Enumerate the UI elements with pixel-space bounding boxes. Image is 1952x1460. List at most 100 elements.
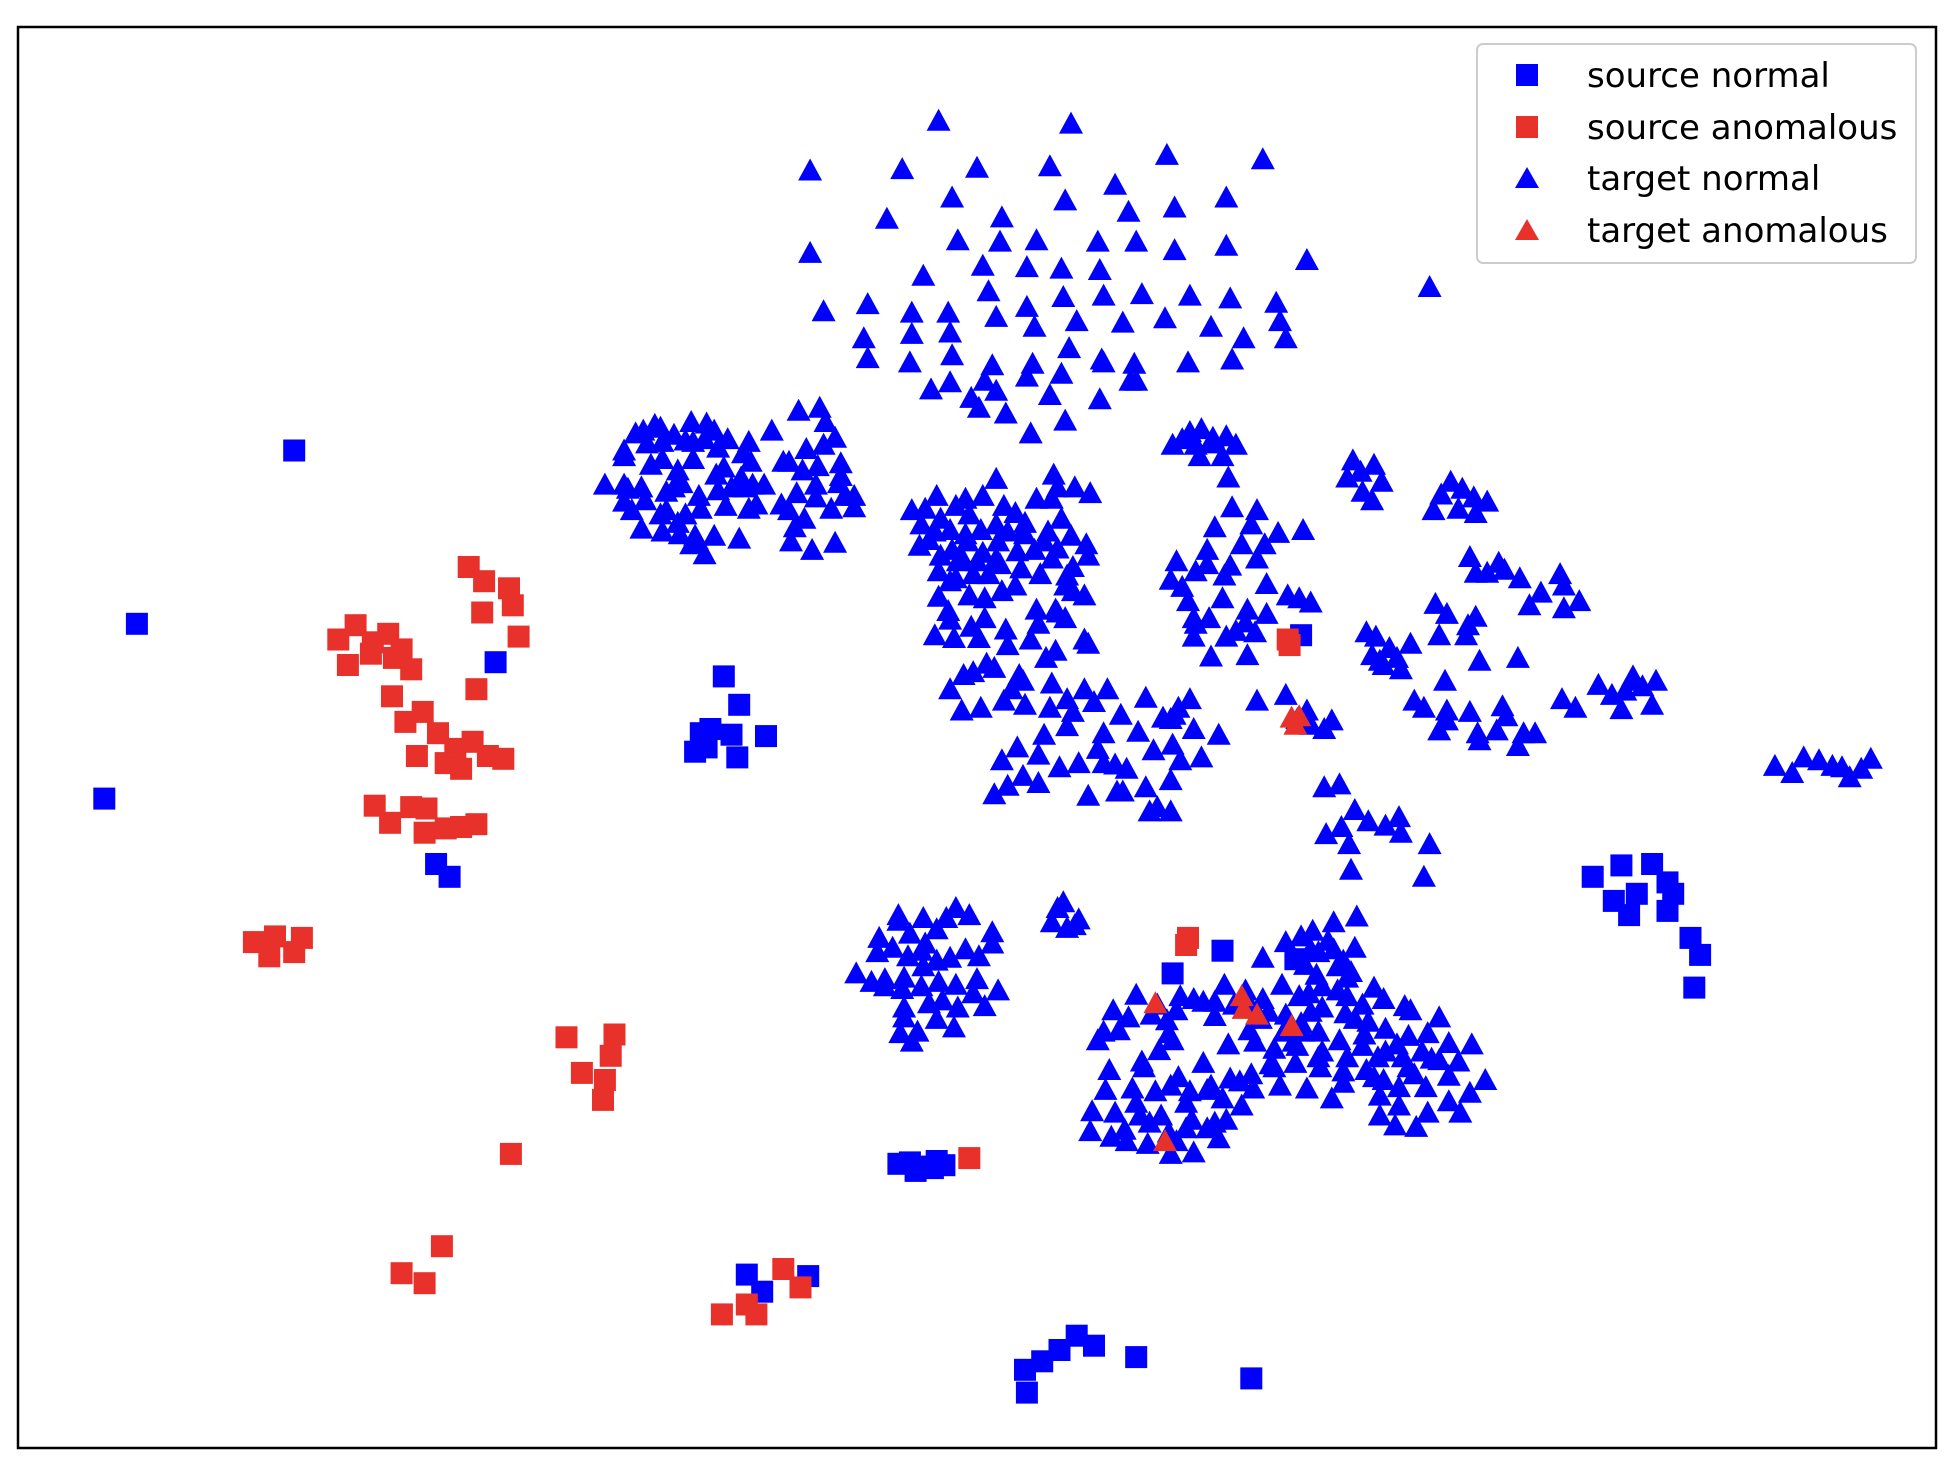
target-normal-point-626 <box>1229 1093 1254 1116</box>
target-normal-point-60 <box>1057 336 1082 359</box>
target-normal-point-477 <box>966 944 991 967</box>
target-normal-point-441 <box>1505 734 1530 756</box>
target-normal-point-402 <box>1837 765 1862 788</box>
target-normal-point-329 <box>1429 482 1454 505</box>
target-normal-point-347 <box>1210 586 1235 609</box>
target-normal-point-273 <box>899 498 924 521</box>
target-normal-point-339 <box>1195 537 1220 560</box>
target-anomalous-point-6 <box>1245 1002 1269 1025</box>
target-normal-point-158 <box>1003 573 1028 596</box>
target-normal-point-593 <box>1147 1038 1172 1061</box>
target-normal-point-116 <box>823 425 848 448</box>
target-normal-point-500 <box>899 1029 924 1052</box>
target-normal-point-7 <box>1154 142 1179 165</box>
target-normal-point-505 <box>886 903 911 926</box>
target-normal-point-146 <box>1039 486 1064 509</box>
target-normal-point-443 <box>1164 549 1189 572</box>
target-normal-point-475 <box>938 945 963 968</box>
target-normal-point-612 <box>1404 1114 1429 1137</box>
source-anomalous-point-17 <box>394 710 417 733</box>
source-normal-point-29 <box>1083 1334 1105 1357</box>
target-normal-point-10 <box>940 185 965 208</box>
target-normal-point-513 <box>1342 935 1367 958</box>
target-normal-point-623 <box>1294 1076 1319 1099</box>
target-normal-point-301 <box>1036 519 1060 542</box>
source-anomalous-point-53 <box>710 1303 733 1326</box>
target-normal-point-432 <box>1427 718 1452 741</box>
target-normal-point-448 <box>1181 606 1206 629</box>
target-normal-point-152 <box>1039 546 1064 569</box>
target-normal-point-219 <box>1076 783 1101 806</box>
target-normal-point-399 <box>1644 668 1668 691</box>
target-normal-point-183 <box>974 651 999 674</box>
source-anomalous-point-16 <box>381 685 403 708</box>
target-normal-point-325 <box>1360 488 1385 511</box>
target-normal-point-154 <box>1076 543 1101 566</box>
target-normal-point-456 <box>1177 687 1202 710</box>
source-anomalous-point-51 <box>789 1276 812 1299</box>
target-normal-point-292 <box>926 584 951 607</box>
target-normal-point-377 <box>1551 573 1576 596</box>
target-normal-point-167 <box>922 623 947 646</box>
target-normal-point-155 <box>957 583 982 606</box>
source-normal-point-27 <box>1048 1339 1071 1361</box>
target-normal-point-250 <box>719 475 744 498</box>
target-normal-point-239 <box>715 427 740 450</box>
target-normal-point-300 <box>1072 583 1097 606</box>
target-normal-point-344 <box>1291 518 1316 540</box>
source-normal-point-26 <box>1031 1350 1054 1373</box>
target-normal-point-217 <box>995 773 1020 796</box>
target-normal-point-9 <box>874 206 899 229</box>
target-normal-point-277 <box>945 549 970 572</box>
target-normal-point-464 <box>897 921 922 944</box>
source-normal-point-33 <box>1161 962 1184 985</box>
target-normal-point-497 <box>872 974 897 997</box>
source-anomalous-point-1 <box>473 570 496 593</box>
target-normal-point-274 <box>909 512 934 535</box>
source-anomalous-point-38 <box>258 945 281 968</box>
source-anomalous-point-27 <box>363 794 386 817</box>
target-normal-point-440 <box>1523 721 1548 744</box>
target-normal-point-324 <box>1340 448 1365 471</box>
source-normal-point-20 <box>904 1159 927 1182</box>
target-normal-point-215 <box>1133 775 1158 798</box>
target-normal-point-124 <box>819 496 844 519</box>
target-normal-point-580 <box>1206 1126 1231 1149</box>
target-normal-point-616 <box>1457 1080 1482 1103</box>
target-normal-point-222 <box>1206 722 1231 745</box>
source-anomalous-point-26 <box>492 747 515 770</box>
target-normal-point-3 <box>890 157 915 180</box>
source-normal-point-3 <box>484 651 507 674</box>
source-normal-point-12 <box>695 736 718 759</box>
source-normal-point-7 <box>728 693 751 716</box>
target-normal-point-506 <box>892 1005 917 1028</box>
source-normal-point-25 <box>1014 1358 1036 1381</box>
target-normal-point-271 <box>592 472 617 495</box>
target-normal-point-319 <box>1348 459 1373 482</box>
target-normal-point-256 <box>828 464 853 486</box>
target-normal-point-641 <box>1085 1028 1110 1051</box>
target-normal-point-23 <box>970 253 995 276</box>
target-normal-point-411 <box>1298 712 1323 735</box>
target-normal-point-13 <box>1116 199 1141 222</box>
target-normal-point-110 <box>702 523 727 546</box>
target-normal-point-461 <box>1039 910 1064 933</box>
target-normal-point-22 <box>911 263 936 286</box>
target-normal-point-400 <box>1622 668 1647 691</box>
target-normal-point-508 <box>1273 930 1298 953</box>
target-normal-point-332 <box>1475 489 1500 512</box>
target-normal-point-285 <box>924 483 949 506</box>
target-normal-point-227 <box>1072 627 1097 650</box>
target-normal-point-503 <box>980 920 1005 943</box>
target-anomalous-point-2 <box>1287 704 1312 727</box>
target-normal-point-618 <box>1446 1049 1471 1072</box>
target-normal-point-205 <box>1066 751 1091 774</box>
target-normal-point-495 <box>844 961 869 984</box>
target-normal-point-516 <box>1344 904 1369 927</box>
target-normal-point-65 <box>938 370 963 393</box>
target-normal-point-556 <box>1365 1045 1390 1068</box>
target-normal-point-314 <box>1210 444 1235 467</box>
target-normal-point-98 <box>686 483 711 506</box>
source-anomalous-point-25 <box>450 757 473 780</box>
target-normal-point-119 <box>786 398 811 421</box>
